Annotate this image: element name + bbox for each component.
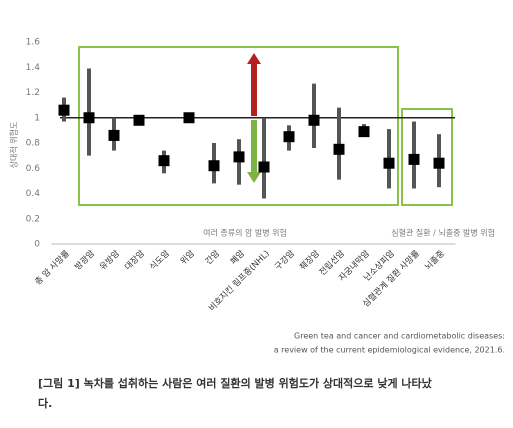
point [383, 157, 395, 169]
x-tick-label: 간암 [203, 248, 222, 267]
point [183, 112, 195, 124]
point [433, 157, 445, 169]
point [308, 114, 320, 126]
point [108, 129, 120, 141]
x-tick-label: 방광암 [73, 248, 97, 272]
caption: [그림 1] 녹차를 섭취하는 사람은 여러 질환의 발병 위험도가 상대적으로… [38, 377, 432, 410]
y-tick-label: 1.4 [26, 63, 41, 73]
point [58, 104, 70, 116]
y-tick-label: 1.2 [26, 88, 40, 98]
arrow-head [247, 53, 261, 64]
x-tick-label: 뇌졸중 [423, 249, 447, 273]
point [133, 114, 145, 126]
group-box [401, 108, 453, 206]
x-tick-label: 구강암 [273, 248, 297, 272]
x-tick-label: 위암 [178, 248, 197, 267]
y-tick-label: 0.8 [26, 139, 41, 149]
point [358, 126, 370, 138]
x-tick-label: 폐암 [228, 248, 247, 267]
arrow-head [247, 172, 261, 183]
y-tick-label: 0.2 [26, 214, 40, 224]
y-tick-label: 1.6 [26, 38, 41, 48]
group-box [78, 46, 399, 206]
point [408, 153, 420, 165]
point [158, 155, 170, 167]
annotation: 여러 종류의 암 발병 위험 [203, 228, 287, 238]
x-tick-label: 췌장암 [298, 248, 322, 272]
y-tick-label: 0 [34, 240, 40, 250]
source: a review of the current epidemiological … [274, 346, 505, 355]
chart: 여러 종류의 암 발병 위험 심혈관 질환 / 뇌졸중 발병 위험 상대적 위험… [9, 38, 506, 355]
point [258, 161, 270, 173]
y-tick-label: 1 [34, 113, 40, 123]
annotation: 심혈관 질환 / 뇌졸중 발병 위험 [391, 228, 495, 238]
point [283, 131, 295, 143]
y-axis-label: 상대적 위험도 [9, 122, 19, 169]
y-tick-label: 0.6 [26, 164, 41, 174]
x-tick-label: 대장암 [123, 248, 147, 272]
x-tick-label: 총 암 사망률 [33, 248, 72, 287]
y-tick-label: 0.4 [26, 189, 41, 199]
x-tick-label: 식도암 [148, 248, 172, 272]
point [233, 151, 245, 163]
x-tick-label: 유방암 [98, 248, 122, 272]
point [208, 160, 220, 172]
source: Green tea and cancer and cardiometabolic… [294, 332, 505, 341]
point [83, 112, 95, 124]
point [333, 143, 345, 155]
